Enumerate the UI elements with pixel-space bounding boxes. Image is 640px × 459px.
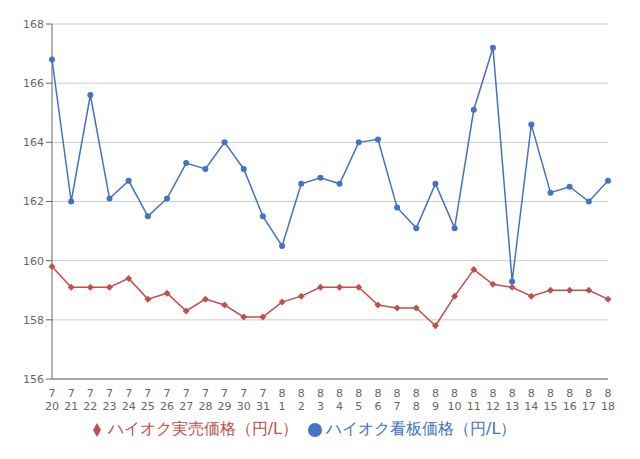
svg-text:81: 81 xyxy=(279,387,286,413)
svg-text:84: 84 xyxy=(336,387,343,413)
svg-text:723: 723 xyxy=(103,387,117,413)
svg-text:816: 816 xyxy=(563,387,577,413)
svg-text:724: 724 xyxy=(122,387,136,413)
svg-text:728: 728 xyxy=(198,387,212,413)
html-text:ハイオク看板価格（円/L）: ハイオク看板価格（円/L） xyxy=(326,419,517,438)
svg-text:164: 164 xyxy=(23,136,44,149)
svg-text:87: 87 xyxy=(394,387,401,413)
svg-text:88: 88 xyxy=(413,387,420,413)
svg-text:817: 817 xyxy=(582,387,596,413)
svg-text:721: 721 xyxy=(64,387,78,413)
svg-text:811: 811 xyxy=(467,387,481,413)
svg-text:729: 729 xyxy=(218,387,232,413)
svg-text:82: 82 xyxy=(298,387,305,413)
svg-text:162: 162 xyxy=(23,195,44,208)
svg-text:818: 818 xyxy=(601,387,615,413)
svg-text:85: 85 xyxy=(355,387,362,413)
svg-text:815: 815 xyxy=(543,387,557,413)
svg-text:83: 83 xyxy=(317,387,324,413)
html-text:ハイオク実売価格（円/L）: ハイオク実売価格（円/L） xyxy=(107,419,298,438)
svg-text:156: 156 xyxy=(23,373,44,386)
svg-text:726: 726 xyxy=(160,387,174,413)
svg-text:720: 720 xyxy=(45,387,59,413)
svg-text:158: 158 xyxy=(23,314,44,327)
svg-text:160: 160 xyxy=(23,255,44,268)
svg-text:725: 725 xyxy=(141,387,155,413)
svg-text:86: 86 xyxy=(374,387,381,413)
svg-text:813: 813 xyxy=(505,387,519,413)
svg-text:89: 89 xyxy=(432,387,439,413)
svg-text:168: 168 xyxy=(23,18,44,31)
svg-text:812: 812 xyxy=(486,387,500,413)
svg-text:166: 166 xyxy=(23,77,44,90)
svg-text:731: 731 xyxy=(256,387,270,413)
svg-text:810: 810 xyxy=(448,387,462,413)
svg-text:722: 722 xyxy=(83,387,97,413)
svg-text:730: 730 xyxy=(237,387,251,413)
svg-text:727: 727 xyxy=(179,387,193,413)
svg-text:814: 814 xyxy=(524,387,538,413)
